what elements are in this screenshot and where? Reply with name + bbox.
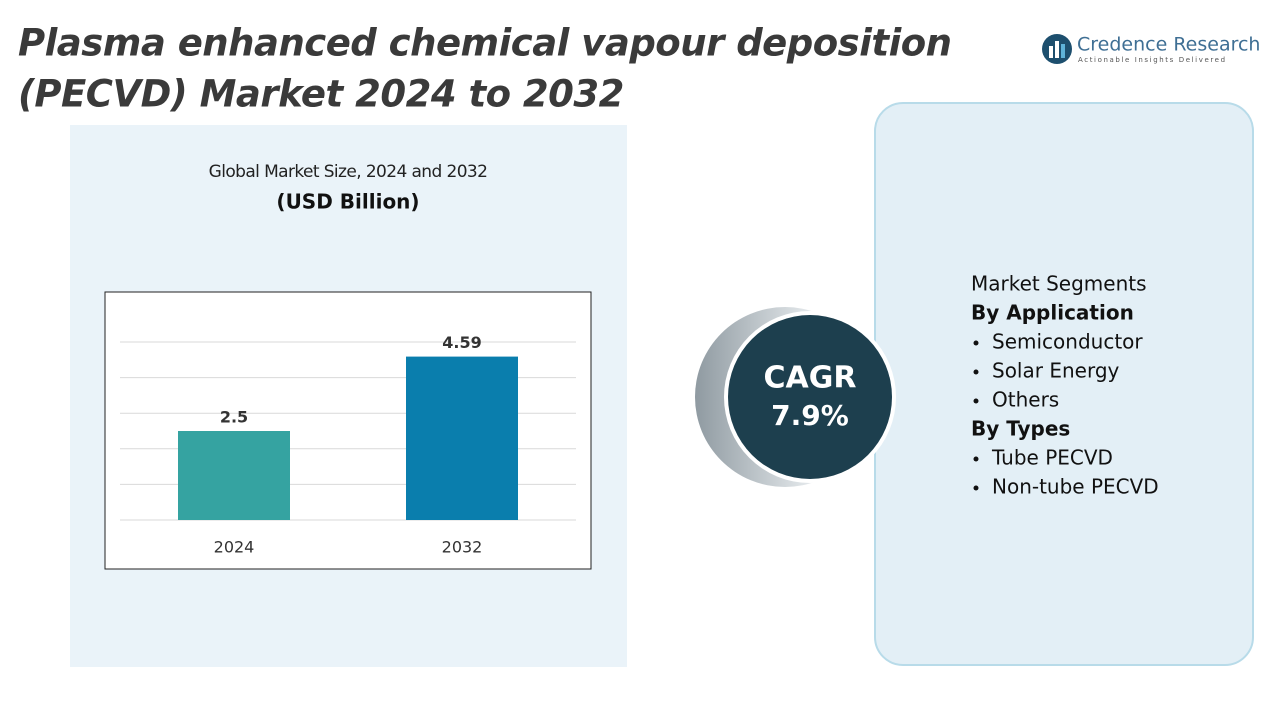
x-tick-label: 2024 — [214, 538, 255, 557]
cagr-circle — [728, 315, 892, 479]
cagr-badge: CAGR 7.9% — [695, 307, 896, 487]
bullet — [973, 398, 979, 404]
logo-tagline: Actionable Insights Delivered — [1078, 56, 1227, 64]
segment-item: Semiconductor — [992, 330, 1143, 354]
title: Plasma enhanced chemical vapour depositi… — [18, 22, 952, 65]
chart-title: Global Market Size, 2024 and 2032 — [209, 162, 488, 182]
cagr-label: CAGR — [764, 361, 857, 396]
segment-item: Others — [992, 388, 1059, 412]
segment-heading: By Application — [971, 301, 1134, 325]
bullet — [973, 340, 979, 346]
segments-panel — [874, 102, 1254, 666]
logo-name: Credence Research — [1077, 34, 1260, 56]
segment-item: Non-tube PECVD — [992, 475, 1159, 499]
logo-icon — [1061, 44, 1065, 58]
logo-icon — [1055, 41, 1059, 58]
segment-heading: By Types — [971, 417, 1070, 441]
value-label: 2.5 — [220, 408, 248, 427]
title: (PECVD) Market 2024 to 2032 — [18, 73, 624, 116]
chart-subtitle: (USD Billion) — [276, 190, 419, 214]
value-label: 4.59 — [442, 333, 481, 352]
logo: Credence Research Actionable Insights De… — [1042, 34, 1260, 64]
cagr-value: 7.9% — [771, 399, 849, 432]
bullet — [973, 369, 979, 375]
bar — [178, 431, 290, 520]
segment-item: Tube PECVD — [991, 446, 1113, 470]
chart-frame — [104, 291, 592, 570]
segments-title: Market Segments — [971, 272, 1147, 296]
x-tick-label: 2032 — [442, 538, 483, 557]
segment-item: Solar Energy — [992, 359, 1120, 383]
bullet — [973, 456, 979, 462]
bar — [406, 356, 518, 520]
bullet — [973, 485, 979, 491]
logo-icon — [1049, 46, 1053, 58]
